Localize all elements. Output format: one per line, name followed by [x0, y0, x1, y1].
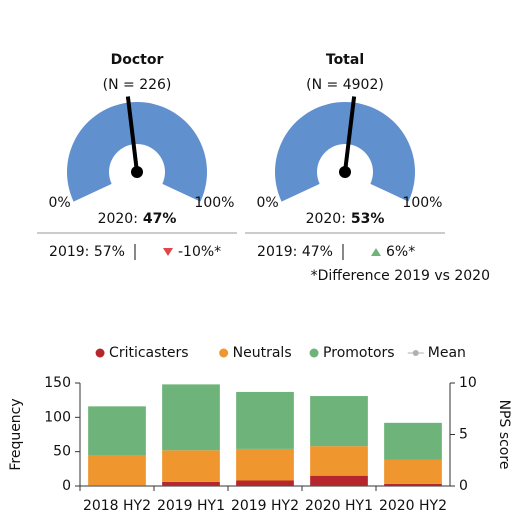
- bar-segment: [88, 406, 146, 456]
- bar-segment: [310, 475, 368, 486]
- change: -10%*: [178, 244, 221, 260]
- bar-segment: [236, 391, 294, 449]
- legend-label: Neutrals: [233, 345, 292, 361]
- change-marker: [163, 248, 173, 256]
- x-tick-label: 2020 HY1: [305, 498, 373, 514]
- bar-segment: [384, 483, 442, 486]
- y2-tick-label: 10: [459, 375, 477, 391]
- change: 6%*: [386, 244, 415, 260]
- bar-segment: [384, 459, 442, 484]
- legend-label: Promotors: [323, 345, 395, 361]
- bar-segment: [310, 446, 368, 476]
- gauge-value: 2020: 53%: [306, 211, 385, 227]
- y-tick-label: 150: [44, 375, 71, 391]
- bar-segment: [162, 384, 220, 451]
- gauge-title: Doctor: [111, 52, 164, 68]
- gauge-arc: [275, 102, 415, 202]
- y2-tick-label: 5: [459, 427, 468, 443]
- legend-swatch: [95, 348, 105, 358]
- bar-segment: [162, 481, 220, 486]
- y-tick-label: 50: [53, 444, 71, 460]
- footnote: *Difference 2019 vs 2020: [311, 268, 490, 284]
- x-tick-label: 2019 HY1: [157, 498, 225, 514]
- y-axis-label: Frequency: [8, 398, 24, 470]
- gauge-subtitle: (N = 4902): [306, 77, 384, 93]
- bar-segment: [384, 422, 442, 460]
- gauge-needle: [343, 96, 357, 173]
- value-label: 53%: [351, 211, 385, 227]
- gauge-tick-label: 100%: [194, 195, 234, 211]
- gauge-tick-label: 0%: [48, 195, 70, 211]
- change-marker: [371, 248, 381, 256]
- legend-label: Mean: [428, 345, 466, 361]
- y-tick-label: 100: [44, 409, 71, 425]
- value-label: 47%: [143, 211, 177, 227]
- comparison: 2019: 57%: [49, 244, 125, 260]
- gauge-tick-label: 0%: [256, 195, 278, 211]
- gauge-hub: [339, 166, 351, 178]
- gauge-arc: [67, 102, 208, 202]
- x-tick-label: 2018 HY2: [83, 498, 151, 514]
- x-tick-label: 2019 HY2: [231, 498, 299, 514]
- y2-tick-label: 0: [459, 478, 468, 494]
- comparison: 2019: 47%: [257, 244, 333, 260]
- bar-segment: [236, 448, 294, 481]
- value-prefix: 2020:: [306, 211, 346, 227]
- y-tick-label: 0: [62, 478, 71, 494]
- bar-segment: [236, 480, 294, 486]
- legend-swatch: [412, 350, 419, 356]
- legend-label: Criticasters: [109, 345, 189, 361]
- gauge-needle: [125, 96, 139, 173]
- legend-swatch: [219, 348, 229, 358]
- gauge-value: 2020: 47%: [98, 211, 177, 227]
- gauge-subtitle: (N = 226): [103, 77, 172, 93]
- gauge-title: Total: [326, 52, 364, 68]
- bar-segment: [162, 450, 220, 482]
- gauge-hub: [131, 166, 143, 178]
- bar-segment: [88, 485, 146, 486]
- bar-segment: [88, 455, 146, 486]
- y2-axis-label: NPS score: [496, 400, 512, 470]
- gauge-tick-label: 100%: [402, 195, 442, 211]
- bar-segment: [310, 396, 368, 447]
- value-prefix: 2020:: [98, 211, 138, 227]
- x-tick-label: 2020 HY2: [379, 498, 447, 514]
- legend-swatch: [309, 348, 319, 358]
